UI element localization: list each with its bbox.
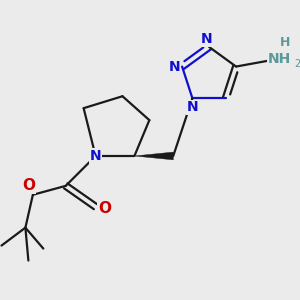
Text: H: H — [280, 36, 290, 49]
Text: NH: NH — [268, 52, 291, 66]
Text: N: N — [187, 100, 198, 114]
Text: 2: 2 — [294, 58, 300, 69]
Text: N: N — [200, 32, 212, 46]
Text: N: N — [169, 60, 180, 74]
Text: N: N — [90, 149, 101, 163]
Text: O: O — [22, 178, 35, 193]
Text: O: O — [98, 201, 111, 216]
Polygon shape — [134, 152, 173, 160]
